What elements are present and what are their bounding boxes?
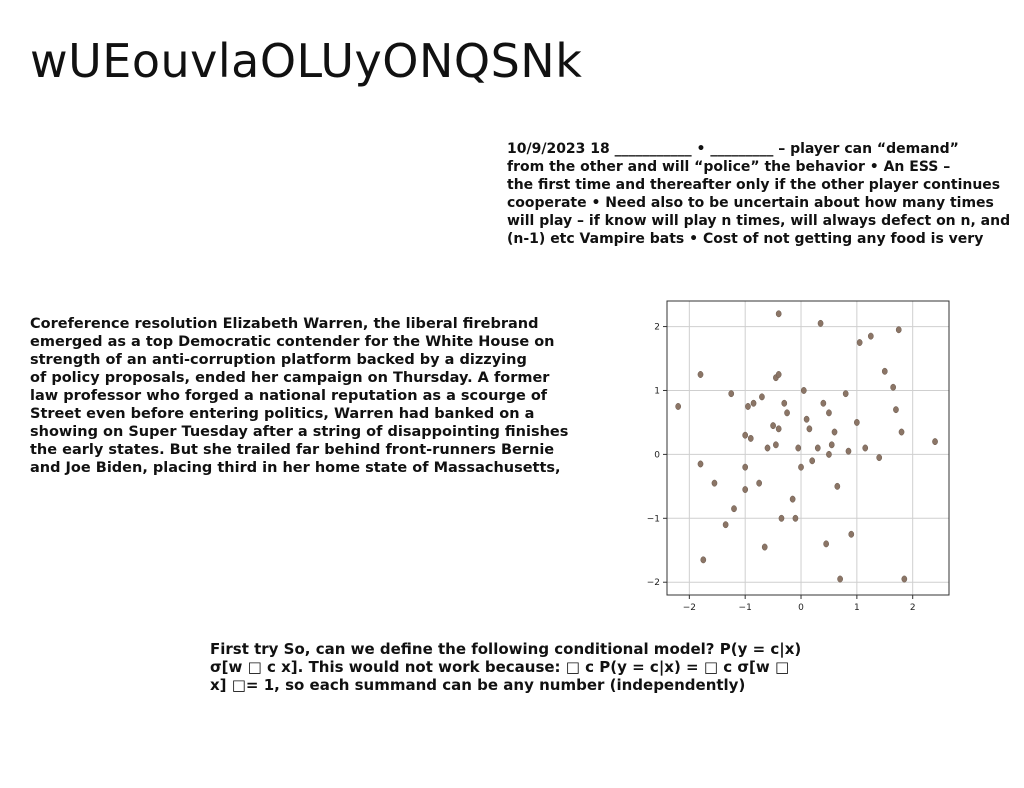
scatter-point [747,434,754,442]
article-line: and Joe Biden, placing third in her home… [30,460,561,476]
ml-line: σ[w □ c x]. This would not work because:… [210,658,790,676]
scatter-point [742,463,749,471]
slide-title: wUEouvlaOLUyONQSNk [30,34,583,88]
scatter-point [756,479,762,487]
scatter-point [826,450,832,458]
scatter-point [784,409,790,417]
article-line: Coreference resolution Elizabeth Warren,… [30,316,539,332]
scatter-point [834,482,841,490]
grid-lines [667,301,949,595]
article-line: strength of an anti-corruption platform … [30,352,527,368]
y-axis-ticks: −2 −1 0 1 2 [647,323,667,588]
scatter-point [817,319,824,327]
scatter-point [901,575,908,583]
scatter-point [932,438,938,446]
scatter-point [759,393,765,401]
scatter-point [781,399,788,407]
scatter-point [806,425,813,433]
coreference-article: Coreference resolution Elizabeth Warren,… [30,315,568,477]
scatter-point [792,514,799,522]
scatter-point [814,444,821,452]
scatter-point [700,556,707,564]
scatter-point [842,390,849,398]
scatter-point [845,447,852,455]
x-tick-label: −1 [739,603,752,613]
y-tick-label: 0 [654,450,660,460]
article-line: the early states. But she trailed far be… [30,442,555,458]
x-tick-label: 0 [798,603,804,613]
scatter-point [728,390,735,398]
scatter-point [895,326,902,334]
scatter-point [831,428,838,436]
scatter-point [789,495,796,503]
scatter-plot: −2 −1 0 1 2 −2 −1 0 1 2 [647,300,950,613]
article-line: law professor who forged a national repu… [30,388,548,404]
notes-line: will play – if know will play n times, w… [507,213,1011,229]
scatter-point [761,543,768,551]
x-axis-ticks: −2 −1 0 1 2 [683,595,916,613]
y-tick-label: −1 [647,514,660,524]
scatter-point [770,422,776,430]
article-line: of policy proposals, ended her campaign … [30,370,550,386]
scatter-point [697,460,704,468]
scatter-point [837,575,843,583]
notes-line: cooperate • Need also to be uncertain ab… [507,195,994,211]
ml-line: x] □= 1, so each summand can be any numb… [210,676,746,694]
scatter-point [823,540,829,548]
scatter-point [890,383,897,391]
scatter-point [675,403,682,410]
scatter-point [800,387,807,394]
scatter-point [876,454,883,462]
scatter-point [775,310,782,318]
y-tick-label: 2 [654,323,660,333]
y-tick-label: −2 [647,578,660,588]
scatter-point [745,403,751,410]
y-tick-label: 1 [654,386,660,396]
scatter-point [898,428,905,436]
scatter-point [826,409,832,417]
x-tick-label: −2 [683,603,696,613]
notes-line: the first time and thereafter only if th… [507,177,1001,193]
notes-line: (n-1) etc Vampire bats • Cost of not get… [507,231,984,247]
article-line: Street even before entering politics, Wa… [30,406,535,422]
x-tick-label: 2 [910,603,916,613]
scatter-point [854,418,860,426]
ml-line: First try So, can we define the followin… [210,640,802,658]
article-line: showing on Super Tuesday after a string … [30,424,569,440]
scatter-point [764,444,771,452]
scatter-point [742,486,749,493]
scatter-point [742,431,749,439]
scatter-point [775,425,782,433]
scatter-point [820,399,827,407]
scatter-point [795,444,802,452]
scatter-point [881,367,888,375]
article-line: emerged as a top Democratic contender fo… [30,334,555,350]
scatter-point [867,332,874,340]
scatter-point [893,406,899,414]
scatter-point [828,441,835,449]
scatter-point [711,479,718,487]
conditional-model-note: First try So, can we define the followin… [210,640,801,694]
scatter-point [773,441,779,449]
scatter-point [697,371,704,378]
scatter-point [731,505,737,513]
scatter-point [778,514,785,522]
scatter-point [803,415,810,423]
scatter-point [775,371,782,378]
notes-line: from the other and will “police” the beh… [507,159,951,175]
game-theory-notes: 10/9/2023 18 ___________ • _________ – p… [507,140,1010,248]
x-tick-label: 1 [854,603,860,613]
scatter-point [809,457,816,465]
scatter-point [798,463,804,471]
notes-line: 10/9/2023 18 ___________ • _________ – p… [507,141,959,157]
plot-frame [666,300,950,596]
scatter-point [848,530,855,538]
data-points [675,310,938,583]
scatter-point [722,521,729,529]
scatter-point [750,399,757,407]
scatter-point [862,444,869,452]
scatter-point [856,339,863,346]
